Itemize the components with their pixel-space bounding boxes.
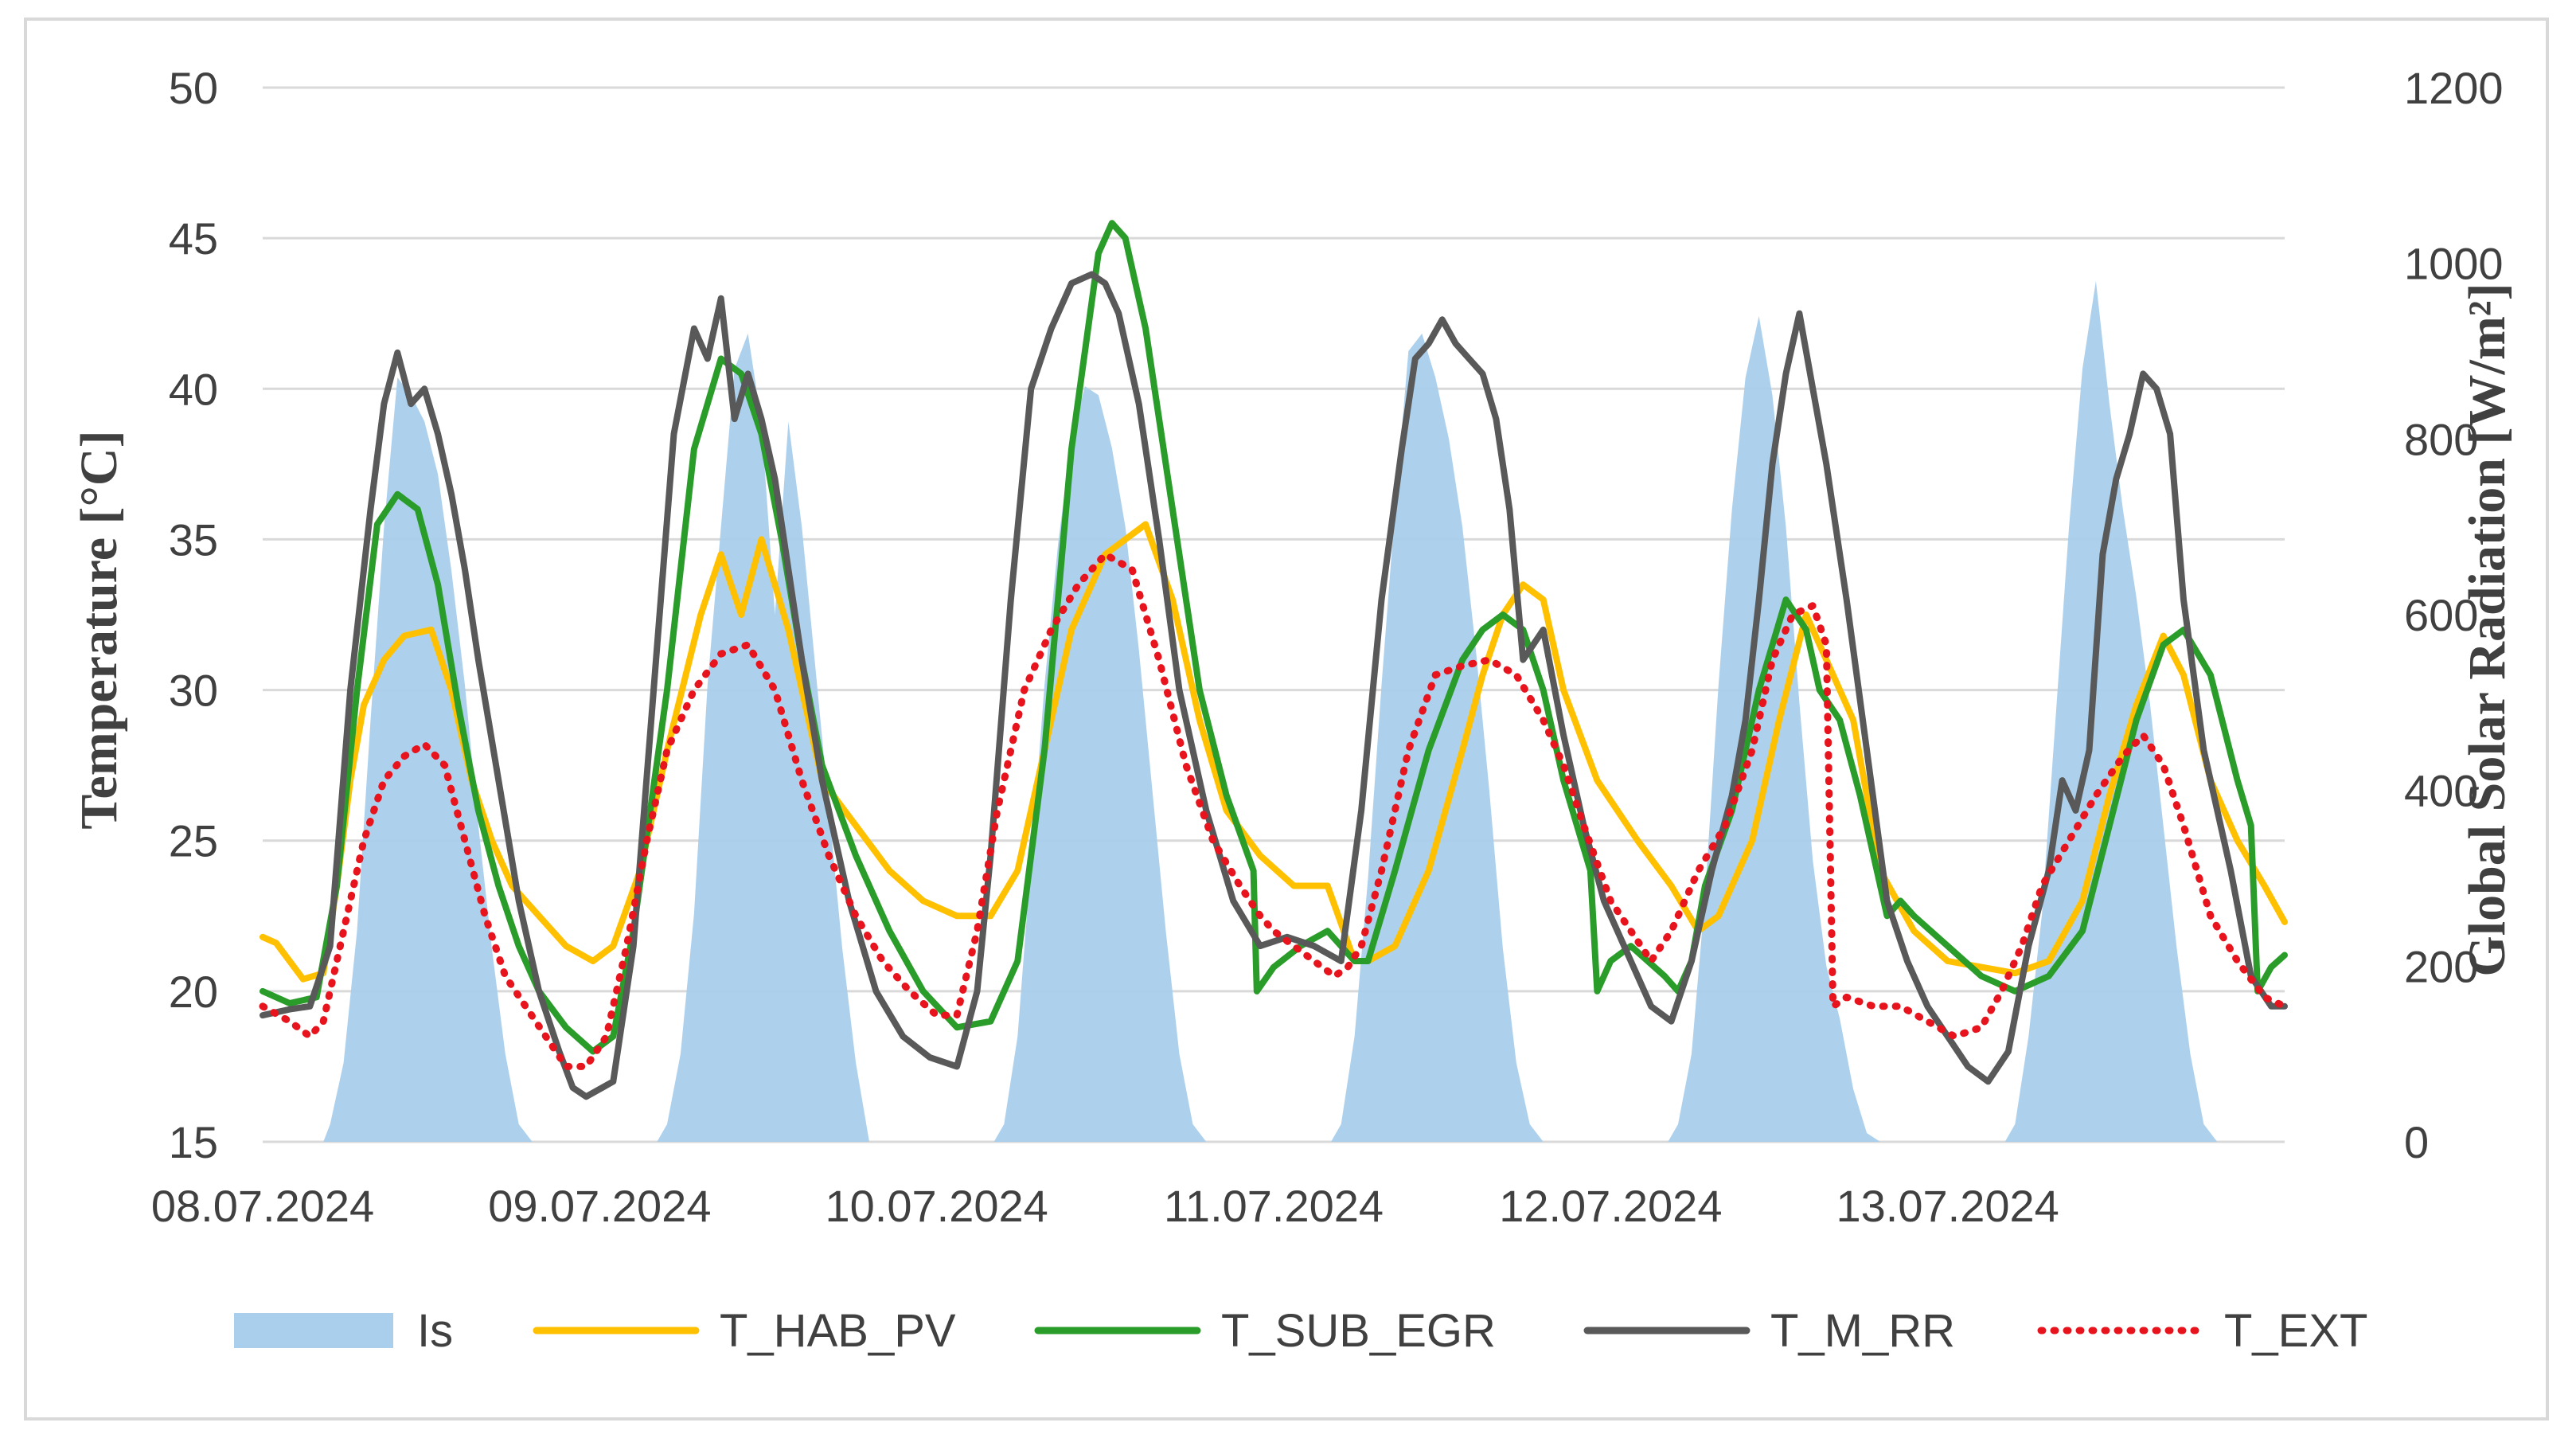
y-tick-label: 50 xyxy=(169,63,218,113)
legend-label-t-ext: T_EXT xyxy=(2224,1305,2368,1357)
legend-label-t-hab-pv: T_HAB_PV xyxy=(720,1305,956,1357)
y2-tick-label: 600 xyxy=(2404,590,2478,640)
x-tick-label: 11.07.2024 xyxy=(1164,1181,1384,1231)
gridlines xyxy=(263,86,2285,1143)
y-tick-label: 15 xyxy=(169,1117,218,1167)
legend: Is T_HAB_PV T_SUB_EGR T_M_RR T_EXT xyxy=(234,1305,2368,1357)
y2-axis-title: Global Solar Radiation [W/m²] xyxy=(2458,283,2516,976)
legend-label-t-m-rr: T_M_RR xyxy=(1770,1305,1955,1357)
x-tick-label: 13.07.2024 xyxy=(1836,1181,2059,1231)
legend-label-is: Is xyxy=(417,1305,453,1357)
y-tick-label: 25 xyxy=(169,816,218,866)
series-t-m-rr-line xyxy=(260,271,2288,1100)
y-tick-label: 20 xyxy=(169,967,218,1017)
y-tick-label: 40 xyxy=(169,364,218,414)
radiation-area xyxy=(263,280,2285,1143)
series-is-area xyxy=(263,280,2285,1143)
y-tick-label: 45 xyxy=(169,213,218,264)
axis-ticks: 15 20 25 30 35 40 45 50 0 200 400 600 800 1000 1200 08.… xyxy=(151,63,2504,1231)
x-tick-label: 10.07.2024 xyxy=(825,1181,1048,1231)
legend-swatch-is xyxy=(234,1313,393,1348)
temperature-lines xyxy=(259,220,2289,1100)
y2-tick-label: 1000 xyxy=(2404,239,2504,289)
chart-frame: 15 20 25 30 35 40 45 50 0 200 400 600 800 1000 1200 08.… xyxy=(24,18,2549,1421)
y2-tick-label: 400 xyxy=(2404,766,2478,816)
x-tick-label: 08.07.2024 xyxy=(151,1181,374,1231)
series-t-sub-egr-line xyxy=(260,220,2288,1055)
chart-canvas: 15 20 25 30 35 40 45 50 0 200 400 600 800 1000 1200 08.… xyxy=(70,63,2516,1357)
y2-tick-label: 1200 xyxy=(2404,63,2504,113)
series-t-ext-line xyxy=(259,550,2289,1070)
y2-tick-label: 800 xyxy=(2404,414,2478,464)
y2-tick-label: 200 xyxy=(2404,941,2478,991)
y-tick-label: 30 xyxy=(169,666,218,716)
y-tick-label: 35 xyxy=(169,514,218,565)
x-tick-label: 12.07.2024 xyxy=(1499,1181,1722,1231)
legend-label-t-sub-egr: T_SUB_EGR xyxy=(1221,1305,1496,1357)
y2-tick-label: 0 xyxy=(2404,1117,2429,1167)
x-tick-label: 09.07.2024 xyxy=(488,1181,711,1231)
y-axis-title: Temperature [°C] xyxy=(70,430,128,829)
series-t-hab-pv-line xyxy=(260,521,2288,983)
